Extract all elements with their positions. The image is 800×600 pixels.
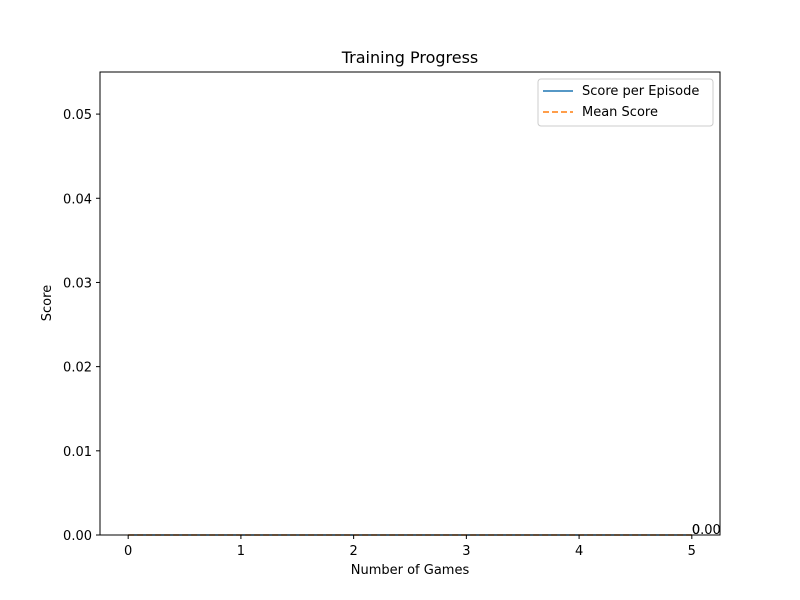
end-value-label-score-per-episode: 0 (692, 523, 700, 538)
x-axis-label: Number of Games (351, 563, 470, 578)
y-tick-label: 0.02 (63, 361, 92, 376)
legend: Score per Episode Mean Score (537, 78, 714, 127)
end-value-label-mean-score: 0.00 (692, 523, 721, 538)
x-tick-label: 5 (688, 544, 696, 559)
y-axis-ticks: 0.00 0.01 0.02 0.03 0.04 0.05 (63, 108, 100, 544)
y-axis-label: Score (40, 285, 55, 321)
x-tick-label: 2 (349, 544, 357, 559)
legend-box (537, 78, 714, 127)
y-tick-label: 0.05 (63, 108, 92, 123)
x-tick-label: 4 (575, 544, 583, 559)
x-axis-ticks: 0 1 2 3 4 5 (124, 535, 696, 559)
chart-title: Training Progress (341, 48, 479, 67)
x-tick-label: 3 (462, 544, 470, 559)
y-tick-label: 0.04 (63, 192, 92, 207)
x-tick-label: 1 (237, 544, 245, 559)
legend-label-mean-score: Mean Score (582, 105, 658, 120)
y-tick-label: 0.00 (63, 529, 92, 544)
end-label-layer: 00.00 (692, 523, 721, 538)
plot-frame (99, 71, 721, 536)
y-tick-label: 0.01 (63, 445, 92, 460)
y-tick-label: 0.03 (63, 276, 92, 291)
legend-label-score-per-episode: Score per Episode (582, 84, 699, 99)
x-tick-label: 0 (124, 544, 132, 559)
